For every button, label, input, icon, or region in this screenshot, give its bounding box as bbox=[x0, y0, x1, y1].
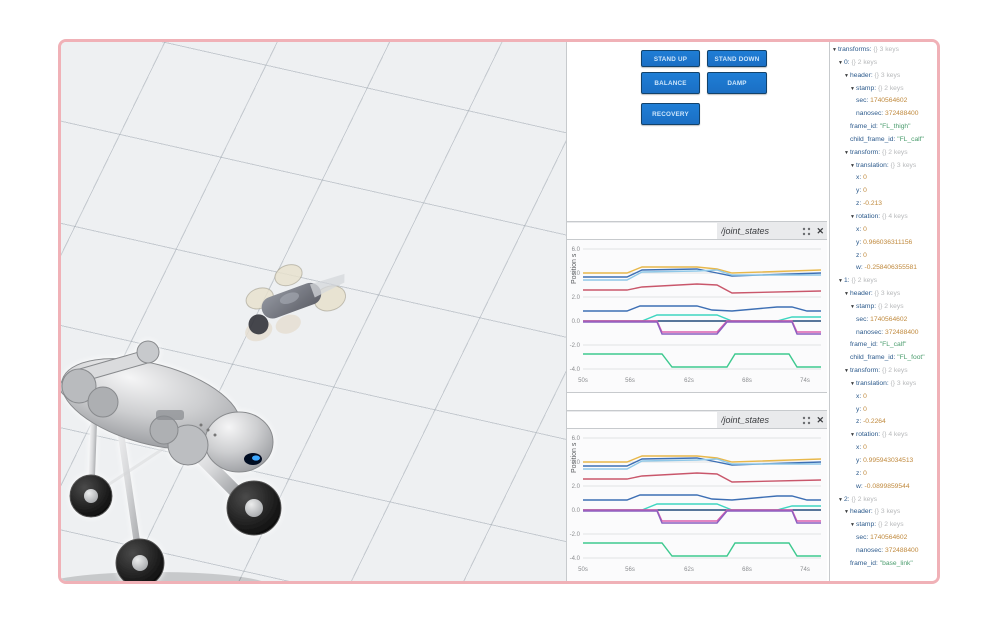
svg-text:50s: 50s bbox=[578, 378, 588, 384]
svg-text:6.0: 6.0 bbox=[572, 436, 581, 442]
svg-text:68s: 68s bbox=[742, 567, 752, 573]
svg-text:-2.0: -2.0 bbox=[570, 532, 581, 538]
svg-text:68s: 68s bbox=[742, 378, 752, 384]
svg-text:2.0: 2.0 bbox=[572, 484, 581, 490]
svg-text:74s: 74s bbox=[800, 378, 810, 384]
svg-text:2.0: 2.0 bbox=[572, 295, 581, 301]
svg-text:4.0: 4.0 bbox=[572, 460, 581, 466]
svg-text:-2.0: -2.0 bbox=[570, 343, 581, 349]
svg-text:62s: 62s bbox=[684, 378, 694, 384]
svg-text:62s: 62s bbox=[684, 567, 694, 573]
svg-text:56s: 56s bbox=[625, 567, 635, 573]
svg-text:6.0: 6.0 bbox=[572, 247, 581, 253]
svg-text:50s: 50s bbox=[578, 567, 588, 573]
svg-text:74s: 74s bbox=[800, 567, 810, 573]
svg-text:-4.0: -4.0 bbox=[570, 367, 581, 373]
svg-text:0.0: 0.0 bbox=[572, 319, 581, 325]
svg-text:-4.0: -4.0 bbox=[570, 556, 581, 562]
svg-text:0.0: 0.0 bbox=[572, 508, 581, 514]
svg-text:56s: 56s bbox=[625, 378, 635, 384]
svg-text:4.0: 4.0 bbox=[572, 271, 581, 277]
